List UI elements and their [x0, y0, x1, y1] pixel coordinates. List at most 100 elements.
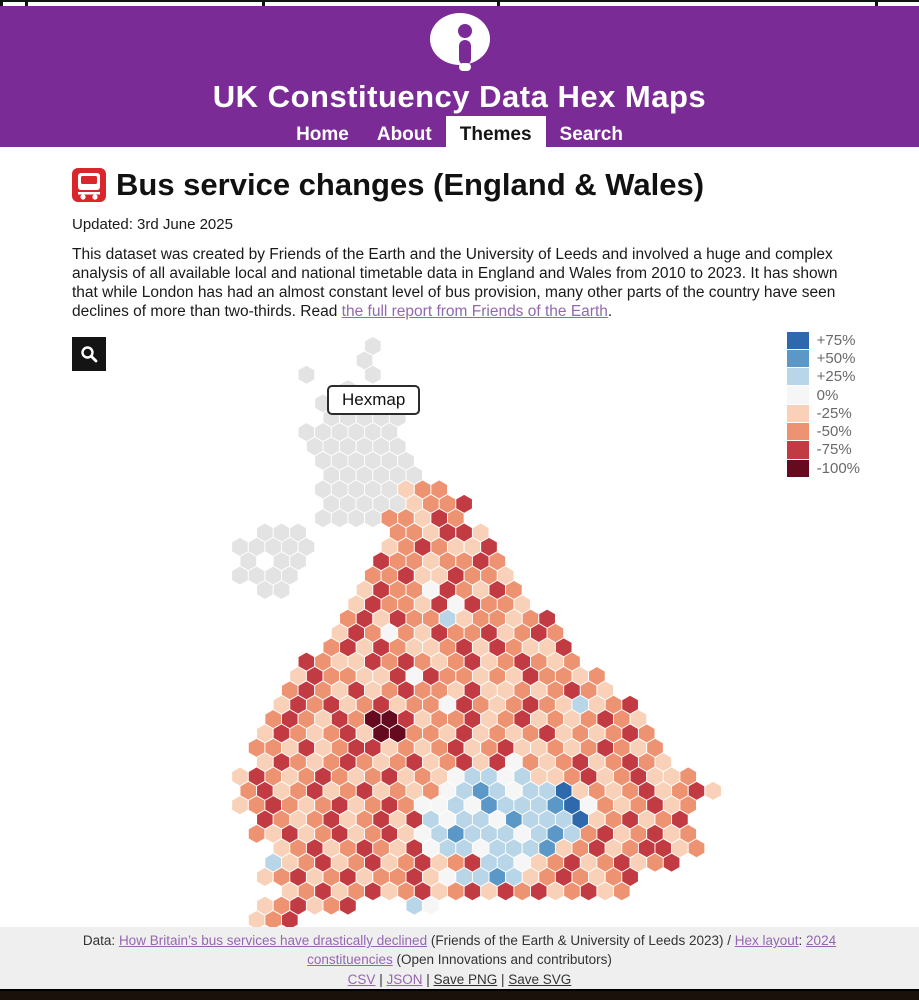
hex-cell[interactable] [463, 881, 482, 902]
hex-cell[interactable] [613, 881, 631, 902]
hex-cell[interactable] [662, 852, 681, 873]
site-logo[interactable] [428, 13, 492, 71]
browser-tick [497, 2, 500, 8]
hex-cell[interactable] [272, 579, 291, 601]
save-svg-link[interactable]: Save SVG [508, 971, 572, 987]
bottom-bar [0, 989, 919, 1000]
hexmap-tab-label[interactable]: Hexmap [327, 385, 421, 415]
legend-swatch [786, 404, 809, 422]
hexmap-svg [231, 335, 722, 928]
legend-swatch [786, 422, 809, 441]
full-report-link[interactable]: the full report from Friends of the Eart… [341, 303, 608, 320]
site-header: UK Constituency Data Hex Maps Home About T… [0, 6, 919, 157]
hex-cell[interactable] [347, 508, 365, 529]
legend-row: -50% [786, 422, 860, 441]
hex-cell[interactable] [297, 364, 316, 385]
legend-row: +25% [786, 368, 860, 386]
downloads-sep3: | [497, 971, 509, 987]
hex-cell[interactable] [513, 881, 531, 902]
legend-label: 0% [816, 386, 839, 404]
hex-cell[interactable] [530, 881, 548, 902]
page-heading-text: Bus service changes (England & Wales) [116, 167, 705, 202]
hex-cell[interactable] [231, 565, 249, 586]
legend-label: -75% [816, 441, 852, 459]
legend-label: -50% [816, 423, 852, 441]
hex-cell[interactable] [405, 895, 424, 916]
hex-cell[interactable] [330, 508, 349, 529]
hex-layout-link[interactable]: Hex layout [734, 933, 799, 948]
save-png-link[interactable]: Save PNG [433, 971, 498, 987]
legend-swatch [786, 459, 809, 477]
legend-row: +75% [786, 331, 860, 349]
legend-label: -100% [816, 459, 860, 477]
hex-cell[interactable] [256, 866, 274, 888]
legend-row: -75% [786, 441, 860, 459]
hex-cell[interactable] [646, 852, 664, 873]
hex-cell[interactable] [596, 881, 614, 902]
legend-row: 0% [786, 386, 860, 404]
legend-swatch [786, 386, 809, 404]
hex-cell[interactable] [231, 795, 249, 816]
downloads-sep1: | [375, 971, 387, 987]
hex-cell[interactable] [281, 909, 299, 928]
legend-label: -25% [816, 404, 852, 422]
map-section: Hexmap +75% +50% +25% 0% -25% -50% -75% -100% [0, 329, 919, 927]
csv-link[interactable]: CSV [347, 971, 376, 987]
downloads-sep2: | [422, 971, 434, 987]
hex-cell[interactable] [447, 881, 465, 902]
zoom-search-button[interactable] [72, 337, 106, 371]
intro-paragraph: This dataset was created by Friends of t… [72, 245, 847, 321]
hex-cell[interactable] [480, 881, 498, 902]
data-source-link[interactable]: How Britain’s bus services have drastica… [118, 933, 428, 948]
logo-person-icon [429, 13, 490, 71]
attribution-mid1: (Friends of the Earth & University of Le… [427, 933, 735, 948]
legend-row: +50% [786, 349, 860, 368]
site-title: UK Constituency Data Hex Maps [212, 79, 707, 114]
legend-label: +50% [816, 349, 856, 367]
nav-item-themes[interactable]: Themes [445, 116, 546, 157]
hex-cell[interactable] [546, 881, 565, 902]
constituencies-link[interactable]: 2024 constituencies [307, 933, 837, 967]
hex-cell[interactable] [256, 579, 274, 601]
page-heading: Bus service changes (England & Wales) [72, 167, 847, 203]
nav-item-home[interactable]: Home [296, 124, 349, 145]
hex-cell[interactable] [247, 823, 266, 844]
main-nav: Home About Themes Search [0, 116, 919, 157]
nav-item-about[interactable]: About [376, 124, 432, 145]
attribution-mid2: : [798, 933, 807, 948]
json-link[interactable]: JSON [386, 971, 423, 987]
hex-cell[interactable] [364, 508, 382, 529]
hex-cell[interactable] [305, 895, 324, 916]
intro-after: . [607, 303, 613, 320]
legend-row: -25% [786, 404, 860, 422]
browser-strip [0, 0, 919, 8]
bus-icon [72, 168, 106, 202]
magnifier-icon [81, 346, 98, 363]
hex-cell[interactable] [339, 895, 357, 916]
legend-swatch [786, 349, 809, 368]
hex-cell[interactable] [563, 881, 581, 902]
legend-swatch [786, 368, 809, 386]
hex-cell[interactable] [422, 895, 440, 916]
hex-cell[interactable] [704, 780, 722, 801]
hex-cell[interactable] [322, 895, 341, 916]
hex-cell[interactable] [687, 838, 706, 859]
legend-label: +75% [816, 331, 856, 349]
intro-text: This dataset was created by Friends of t… [72, 246, 838, 320]
browser-tick [262, 2, 265, 8]
hex-cell[interactable] [364, 881, 382, 902]
nav-item-search[interactable]: Search [559, 124, 623, 145]
hex-cell[interactable] [579, 881, 598, 902]
browser-tick [0, 2, 3, 8]
hex-cell[interactable] [314, 508, 332, 529]
attribution: Data: How Britain’s bus services have dr… [80, 932, 840, 970]
browser-tick [875, 2, 878, 8]
updated-date: Updated: 3rd June 2025 [72, 216, 233, 233]
attribution-suffix: (Open Innovations and contributors) [392, 951, 612, 967]
hex-cell[interactable] [496, 881, 515, 902]
site-footer: Data: How Britain’s bus services have dr… [0, 927, 919, 997]
hex-cell[interactable] [380, 881, 399, 902]
attribution-prefix: Data: [82, 933, 119, 948]
hex-cell[interactable] [364, 364, 382, 385]
main-content: Bus service changes (England & Wales) Up… [0, 167, 919, 927]
